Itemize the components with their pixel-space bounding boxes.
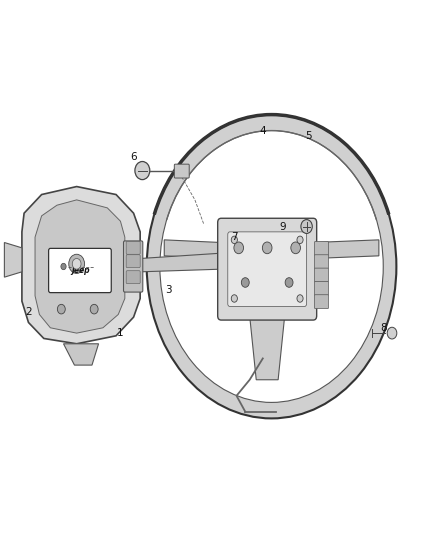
Text: 7: 7 bbox=[231, 232, 238, 242]
FancyBboxPatch shape bbox=[228, 232, 307, 306]
Circle shape bbox=[297, 295, 303, 302]
Text: Jeep: Jeep bbox=[71, 266, 89, 274]
Text: 6: 6 bbox=[130, 152, 137, 162]
Circle shape bbox=[291, 242, 300, 254]
Circle shape bbox=[285, 278, 293, 287]
Text: 4: 4 bbox=[259, 126, 266, 135]
FancyBboxPatch shape bbox=[314, 268, 328, 282]
Circle shape bbox=[262, 242, 272, 254]
Circle shape bbox=[69, 254, 85, 273]
Text: 3: 3 bbox=[165, 286, 172, 295]
Circle shape bbox=[61, 263, 66, 270]
Circle shape bbox=[297, 236, 303, 244]
Circle shape bbox=[387, 327, 397, 339]
Polygon shape bbox=[4, 243, 22, 277]
FancyBboxPatch shape bbox=[126, 241, 140, 254]
Circle shape bbox=[231, 295, 237, 302]
Polygon shape bbox=[164, 240, 221, 259]
FancyBboxPatch shape bbox=[124, 241, 143, 292]
Text: 1: 1 bbox=[117, 328, 124, 338]
Circle shape bbox=[301, 220, 312, 233]
FancyBboxPatch shape bbox=[174, 164, 189, 178]
Polygon shape bbox=[313, 240, 379, 259]
FancyBboxPatch shape bbox=[218, 219, 317, 320]
FancyBboxPatch shape bbox=[314, 241, 328, 255]
FancyBboxPatch shape bbox=[126, 255, 140, 268]
Circle shape bbox=[57, 304, 65, 314]
Polygon shape bbox=[22, 187, 140, 344]
Polygon shape bbox=[250, 316, 285, 379]
Circle shape bbox=[241, 278, 249, 287]
Circle shape bbox=[234, 242, 244, 254]
FancyBboxPatch shape bbox=[126, 271, 140, 284]
Circle shape bbox=[90, 304, 98, 314]
Text: 8: 8 bbox=[380, 323, 387, 333]
FancyBboxPatch shape bbox=[49, 248, 111, 293]
Circle shape bbox=[160, 131, 383, 402]
FancyBboxPatch shape bbox=[314, 295, 328, 309]
Polygon shape bbox=[140, 253, 221, 272]
PathPatch shape bbox=[147, 115, 396, 418]
Polygon shape bbox=[64, 344, 99, 365]
Polygon shape bbox=[35, 200, 125, 333]
Circle shape bbox=[135, 161, 150, 180]
FancyBboxPatch shape bbox=[314, 255, 328, 269]
Text: 9: 9 bbox=[279, 222, 286, 231]
Circle shape bbox=[72, 259, 81, 269]
Text: 2: 2 bbox=[25, 307, 32, 317]
Text: 5: 5 bbox=[305, 131, 312, 141]
FancyBboxPatch shape bbox=[314, 281, 328, 295]
Circle shape bbox=[231, 236, 237, 244]
